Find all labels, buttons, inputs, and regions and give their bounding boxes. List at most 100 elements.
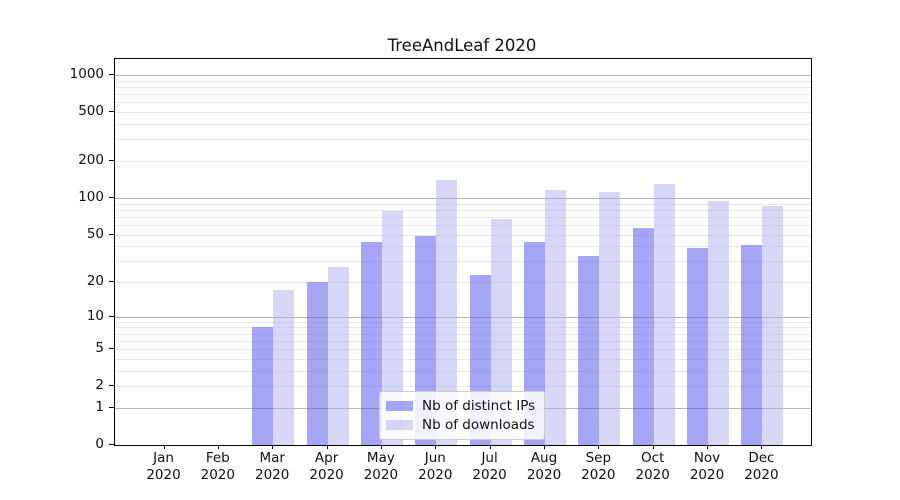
x-tick-label-month: Apr [314,450,339,466]
x-tick-label-year: 2020 [689,467,725,483]
minor-gridline [115,386,811,388]
x-tick-label-year: 2020 [472,467,507,483]
bar-downloads [381,211,403,445]
x-tick-label-year: 2020 [744,467,779,483]
x-tick-label-month: Sep [585,450,612,466]
x-tick-label: Aug 2020 [513,450,575,484]
legend-swatch-downloads [386,419,413,430]
x-tick-label: Jun 2020 [404,450,466,484]
x-tick-label-year: 2020 [255,467,290,483]
bar-downloads [762,205,784,445]
x-tick-label-month: Mar [259,450,285,466]
x-tick-label-month: Jun [424,450,446,466]
bar-downloads [273,290,295,445]
chart-title: TreeAndLeaf 2020 [387,36,537,55]
minor-gridline [115,94,811,96]
bar-distinct-ips [741,244,763,445]
bar-downloads [544,189,566,445]
y-tick-label: 2 [95,377,104,394]
minor-gridline [115,321,811,323]
y-tick-mark [109,281,114,282]
minor-gridline [115,261,811,263]
legend: Nb of distinct IPs Nb of downloads [379,391,546,440]
x-tick-label: Jan 2020 [133,450,195,484]
major-gridline [115,75,811,77]
y-tick-label: 5 [95,340,104,357]
minor-gridline [115,327,811,329]
y-tick-label: 20 [86,273,104,289]
x-tick-label-month: Feb [205,450,230,466]
y-tick-label: 100 [78,188,104,205]
major-gridline [115,316,811,318]
x-tick-label-month: Aug [530,450,558,466]
bar-distinct-ips [632,227,654,445]
y-tick-label: 500 [78,103,104,120]
bar-distinct-ips [360,242,382,445]
legend-item-distinct-ips: Nb of distinct IPs [386,397,535,414]
bar-downloads [327,266,349,445]
x-tick-mark [544,445,545,449]
x-tick-label-year: 2020 [200,467,235,483]
x-tick-label-year: 2020 [309,467,344,483]
bar-downloads [599,191,621,445]
x-tick-mark [761,445,763,449]
legend-label-distinct-ips: Nb of distinct IPs [422,397,536,414]
bar-distinct-ips [252,327,274,445]
y-tick-mark [109,315,114,317]
x-tick-mark [435,445,437,449]
major-gridline [115,197,811,199]
bar-distinct-ips [687,247,708,445]
minor-gridline [115,340,811,342]
x-tick-mark [272,445,274,449]
minor-gridline [115,246,811,248]
y-tick-label: 1 [95,398,104,415]
minor-gridline [115,370,811,372]
x-tick-label-month: May [366,450,395,466]
y-tick-label: 0 [95,436,104,452]
x-tick-mark [489,445,491,449]
bar-downloads [436,180,458,445]
x-tick-mark [598,445,600,449]
minor-gridline [115,203,811,205]
x-tick-label-month: Oct [641,450,665,466]
y-tick-mark [109,348,114,350]
x-tick-label: May 2020 [350,450,412,484]
x-tick-label-month: Nov [693,450,721,466]
y-tick-mark [109,74,114,76]
legend-item-downloads: Nb of downloads [386,416,535,433]
minor-gridline [115,139,811,141]
plot-area [114,58,812,446]
x-tick-mark [163,445,165,449]
x-tick-label-month: Jan [153,450,174,466]
bar-distinct-ips [578,256,600,445]
y-tick-mark [109,160,114,161]
minor-gridline [115,80,811,82]
legend-swatch-distinct-ips [386,400,413,411]
legend-label-downloads: Nb of downloads [422,416,535,433]
x-tick-label-year: 2020 [418,467,453,483]
x-tick-label-month: Dec [748,450,775,466]
x-tick-label-year: 2020 [146,467,181,483]
minor-gridline [115,349,811,351]
x-tick-label-year: 2020 [526,467,562,483]
x-tick-label: Mar 2020 [241,450,303,484]
x-tick-mark [326,445,328,449]
x-tick-label: Sep 2020 [567,450,629,484]
bar-distinct-ips [306,282,328,445]
x-tick-label: Dec 2020 [730,450,792,484]
minor-gridline [115,333,811,335]
y-tick-mark [109,385,114,387]
y-tick-label: 1000 [69,66,104,83]
minor-gridline [115,161,811,162]
x-tick-mark [652,445,654,449]
x-tick-mark [217,445,219,449]
x-tick-label-year: 2020 [363,467,399,483]
y-tick-mark [109,196,114,198]
x-tick-mark [380,445,382,449]
x-tick-label-year: 2020 [581,467,616,483]
minor-gridline [115,224,811,226]
minor-gridline [115,102,811,104]
minor-gridline [115,282,811,283]
bar-downloads [490,219,512,445]
